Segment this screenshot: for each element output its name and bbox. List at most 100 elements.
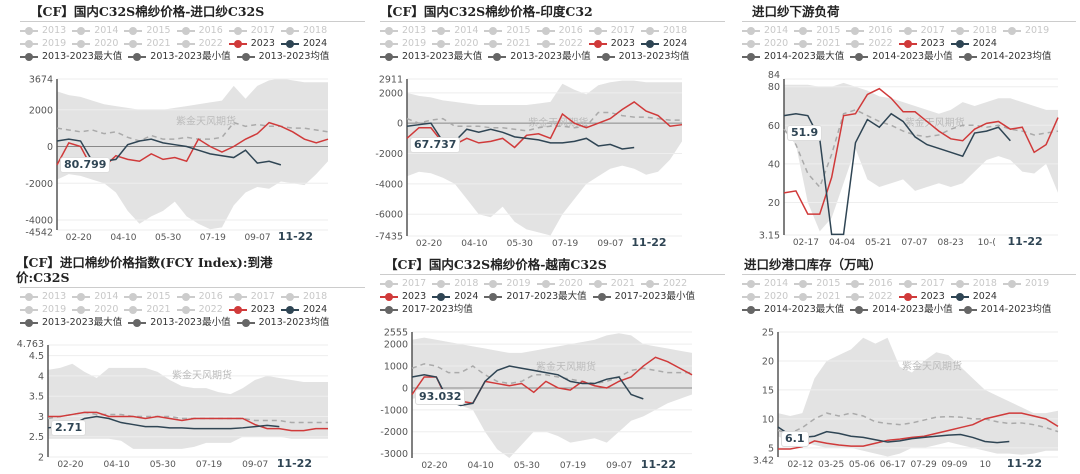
legend-item[interactable]: 2016: [536, 24, 583, 37]
legend-item[interactable]: 2013-2023均值: [596, 50, 689, 63]
legend-item[interactable]: 2018: [950, 24, 997, 37]
legend-item[interactable]: 2015: [794, 24, 840, 37]
legend-item[interactable]: 2017: [898, 277, 945, 290]
x-tick-label: 07-19: [560, 461, 586, 471]
legend-item[interactable]: 2018: [950, 277, 997, 290]
legend-item[interactable]: 2024: [640, 37, 687, 50]
legend-marker-icon: [588, 279, 607, 288]
legend-item[interactable]: 2014-2023最小值: [850, 50, 953, 63]
legend-item[interactable]: 2024: [280, 37, 327, 50]
legend-item[interactable]: 2013-2023最小值: [128, 316, 231, 329]
legend-label: 2014: [94, 291, 119, 302]
legend-item[interactable]: 2024: [950, 290, 997, 303]
x-tick-label: 07-19: [552, 239, 578, 249]
legend-item[interactable]: 2020: [536, 277, 583, 290]
legend-item[interactable]: 2013: [380, 24, 426, 37]
legend-marker-icon: [20, 52, 38, 61]
legend-item[interactable]: 2016: [846, 24, 893, 37]
legend-item[interactable]: 2021: [794, 290, 840, 303]
legend-item[interactable]: 2023: [898, 290, 945, 303]
legend-item[interactable]: 2020: [742, 290, 788, 303]
legend-item[interactable]: 2013: [20, 24, 66, 37]
legend-item[interactable]: 2019: [484, 277, 531, 290]
legend-item[interactable]: 2018: [640, 24, 687, 37]
legend-item[interactable]: 2017-2023均值: [380, 303, 473, 316]
legend-label: 2013: [42, 25, 67, 36]
legend-item[interactable]: 2019: [1002, 277, 1049, 290]
legend-marker-icon: [742, 292, 760, 301]
legend-item[interactable]: 2013-2023最大值: [380, 50, 482, 63]
legend-item[interactable]: 2017: [380, 277, 426, 290]
legend-item[interactable]: 2020: [742, 37, 788, 50]
legend-item[interactable]: 2015: [484, 24, 531, 37]
legend-item[interactable]: 2013-2023最大值: [20, 50, 122, 63]
y-tick-label: 2000: [29, 105, 53, 116]
legend-item[interactable]: 2017: [588, 24, 635, 37]
legend-item[interactable]: 2014: [742, 277, 788, 290]
legend-item[interactable]: 2017: [898, 24, 945, 37]
legend-item[interactable]: 2020: [72, 303, 118, 316]
legend-marker-icon: [592, 292, 611, 301]
legend-item[interactable]: 2022: [176, 303, 223, 316]
legend-item[interactable]: 2022: [846, 290, 893, 303]
y-tick-label: -4000: [25, 216, 53, 227]
legend-item[interactable]: 2023: [898, 37, 945, 50]
legend-item[interactable]: 2013-2023最小值: [128, 50, 231, 63]
legend-item[interactable]: 2017: [228, 290, 275, 303]
legend-label: 2021: [146, 38, 171, 49]
legend-item[interactable]: 2014: [72, 24, 118, 37]
legend-item[interactable]: 2021: [588, 277, 635, 290]
x-tick-label: 05-30: [150, 460, 176, 470]
legend-item[interactable]: 2021: [484, 37, 531, 50]
legend-item[interactable]: 2019: [20, 37, 66, 50]
legend-marker-icon: [484, 39, 503, 48]
legend-item[interactable]: 2015: [124, 290, 171, 303]
legend-item[interactable]: 2023: [228, 303, 275, 316]
legend-item[interactable]: 2014: [742, 24, 788, 37]
legend-item[interactable]: 2016: [176, 290, 223, 303]
legend-item[interactable]: 2014-2023最大值: [742, 50, 844, 63]
legend-item[interactable]: 2018: [280, 24, 327, 37]
legend-item[interactable]: 2018: [280, 290, 327, 303]
legend-item[interactable]: 2013-2023均值: [236, 316, 329, 329]
legend-item[interactable]: 2013: [20, 290, 66, 303]
legend-item[interactable]: 2013-2023最大值: [20, 316, 122, 329]
legend-item[interactable]: 2019: [1002, 24, 1049, 37]
legend-item[interactable]: 2015: [124, 24, 171, 37]
legend-item[interactable]: 2022: [176, 37, 223, 50]
legend-item[interactable]: 2021: [794, 37, 840, 50]
legend-item[interactable]: 2021: [124, 303, 171, 316]
legend-item[interactable]: 2024: [432, 290, 478, 303]
legend-item[interactable]: 2013-2023均值: [236, 50, 329, 63]
legend-marker-icon: [72, 305, 91, 314]
legend-item[interactable]: 2022: [846, 37, 893, 50]
legend-item[interactable]: 2023: [228, 37, 275, 50]
legend-item[interactable]: 2024: [280, 303, 327, 316]
legend-item[interactable]: 2019: [380, 37, 426, 50]
legend-item[interactable]: 2020: [72, 37, 118, 50]
legend-item[interactable]: 2019: [20, 303, 66, 316]
legend-item[interactable]: 2017-2023最大值: [484, 290, 587, 303]
legend-item[interactable]: 2014-2023均值: [958, 50, 1051, 63]
legend-item[interactable]: 2014-2023均值: [958, 303, 1051, 316]
legend-item[interactable]: 2022: [640, 277, 687, 290]
legend-item[interactable]: 2016: [846, 277, 893, 290]
legend-item[interactable]: 2014: [432, 24, 478, 37]
legend-item[interactable]: 2015: [794, 277, 840, 290]
legend-item[interactable]: 2020: [432, 37, 478, 50]
legend-item[interactable]: 2014-2023最大值: [742, 303, 844, 316]
legend-item[interactable]: 2017-2023最小值: [592, 290, 695, 303]
legend-item[interactable]: 2023: [588, 37, 635, 50]
legend-item[interactable]: 2017: [228, 24, 275, 37]
legend-item[interactable]: 2014: [72, 290, 118, 303]
legend-item[interactable]: 2022: [536, 37, 583, 50]
legend-item[interactable]: 2018: [432, 277, 478, 290]
legend-item[interactable]: 2013-2023最小值: [488, 50, 591, 63]
legend-item[interactable]: 2021: [124, 37, 171, 50]
legend-item[interactable]: 2014-2023最小值: [850, 303, 953, 316]
legend-item[interactable]: 2016: [176, 24, 223, 37]
legend-item[interactable]: 2023: [380, 290, 426, 303]
series-2023-line: [778, 412, 1059, 450]
legend-item[interactable]: 2024: [950, 37, 997, 50]
